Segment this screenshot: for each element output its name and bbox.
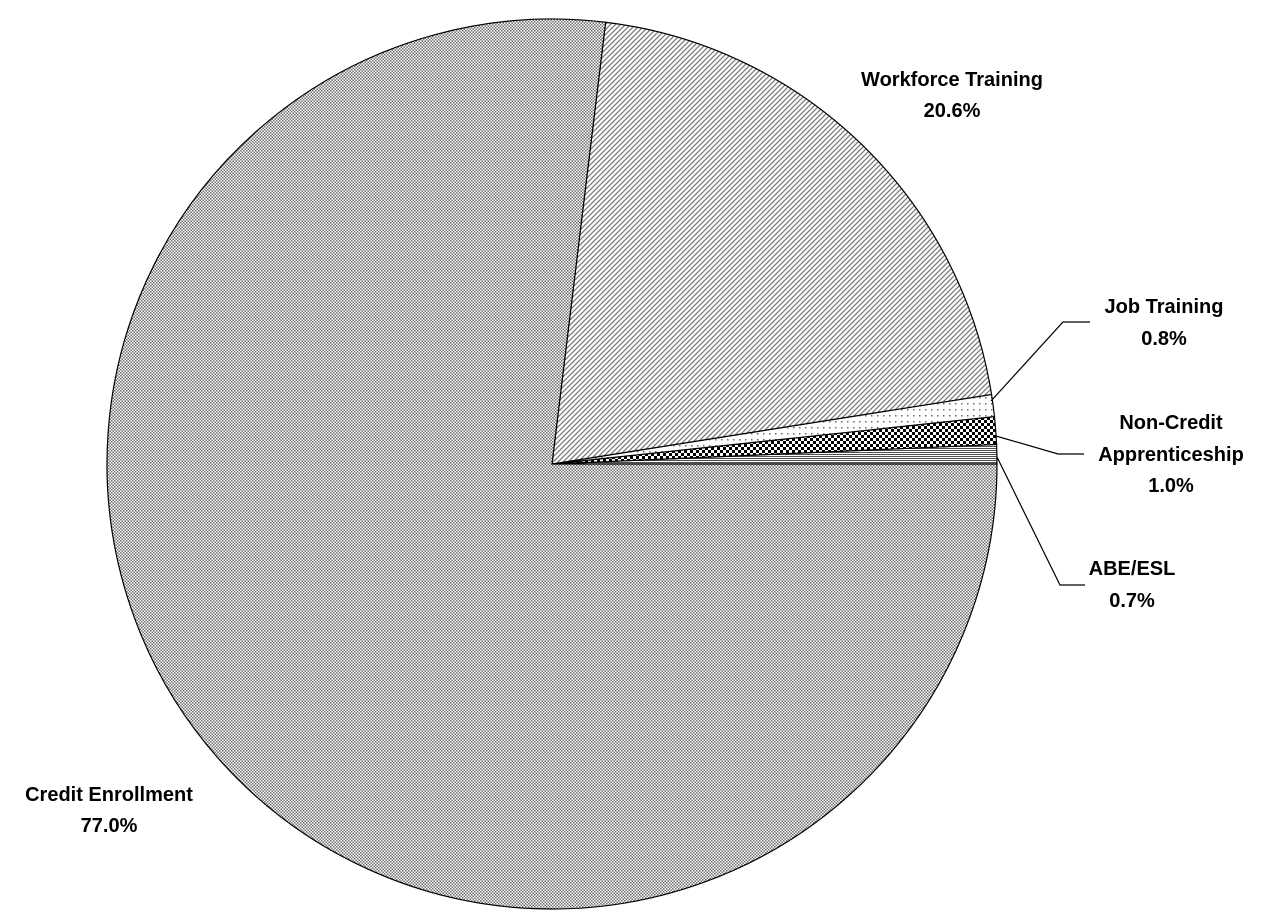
value-label-abe-esl: 0.7% [1109, 590, 1155, 612]
slice-credit-enrollment [106, 18, 998, 910]
label-non-credit-line-2: Apprenticeship [1098, 444, 1244, 466]
label-abe-esl: ABE/ESL [1089, 558, 1176, 580]
leader-line-abe-esl [996, 456, 1085, 586]
pie-slices [106, 18, 998, 910]
value-label-non-credit-apprenticeship: 1.0% [1148, 475, 1194, 497]
value-label-workforce-training: 20.6% [924, 100, 981, 122]
slice-workforce-training [551, 21, 993, 465]
value-label-credit-enrollment: 77.0% [81, 815, 138, 837]
label-credit-enrollment: Credit Enrollment [25, 784, 193, 806]
label-non-credit-line-1: Non-Credit [1119, 412, 1223, 434]
data-labels: Workforce Training 20.6% Job Training 0.… [25, 69, 1244, 837]
leader-line-non-credit-apprenticeship [995, 435, 1084, 455]
label-job-training: Job Training [1105, 296, 1224, 318]
value-label-job-training: 0.8% [1141, 328, 1187, 350]
label-workforce-training: Workforce Training [861, 69, 1043, 91]
leader-line-job-training [990, 321, 1090, 402]
leader-lines [990, 321, 1090, 586]
